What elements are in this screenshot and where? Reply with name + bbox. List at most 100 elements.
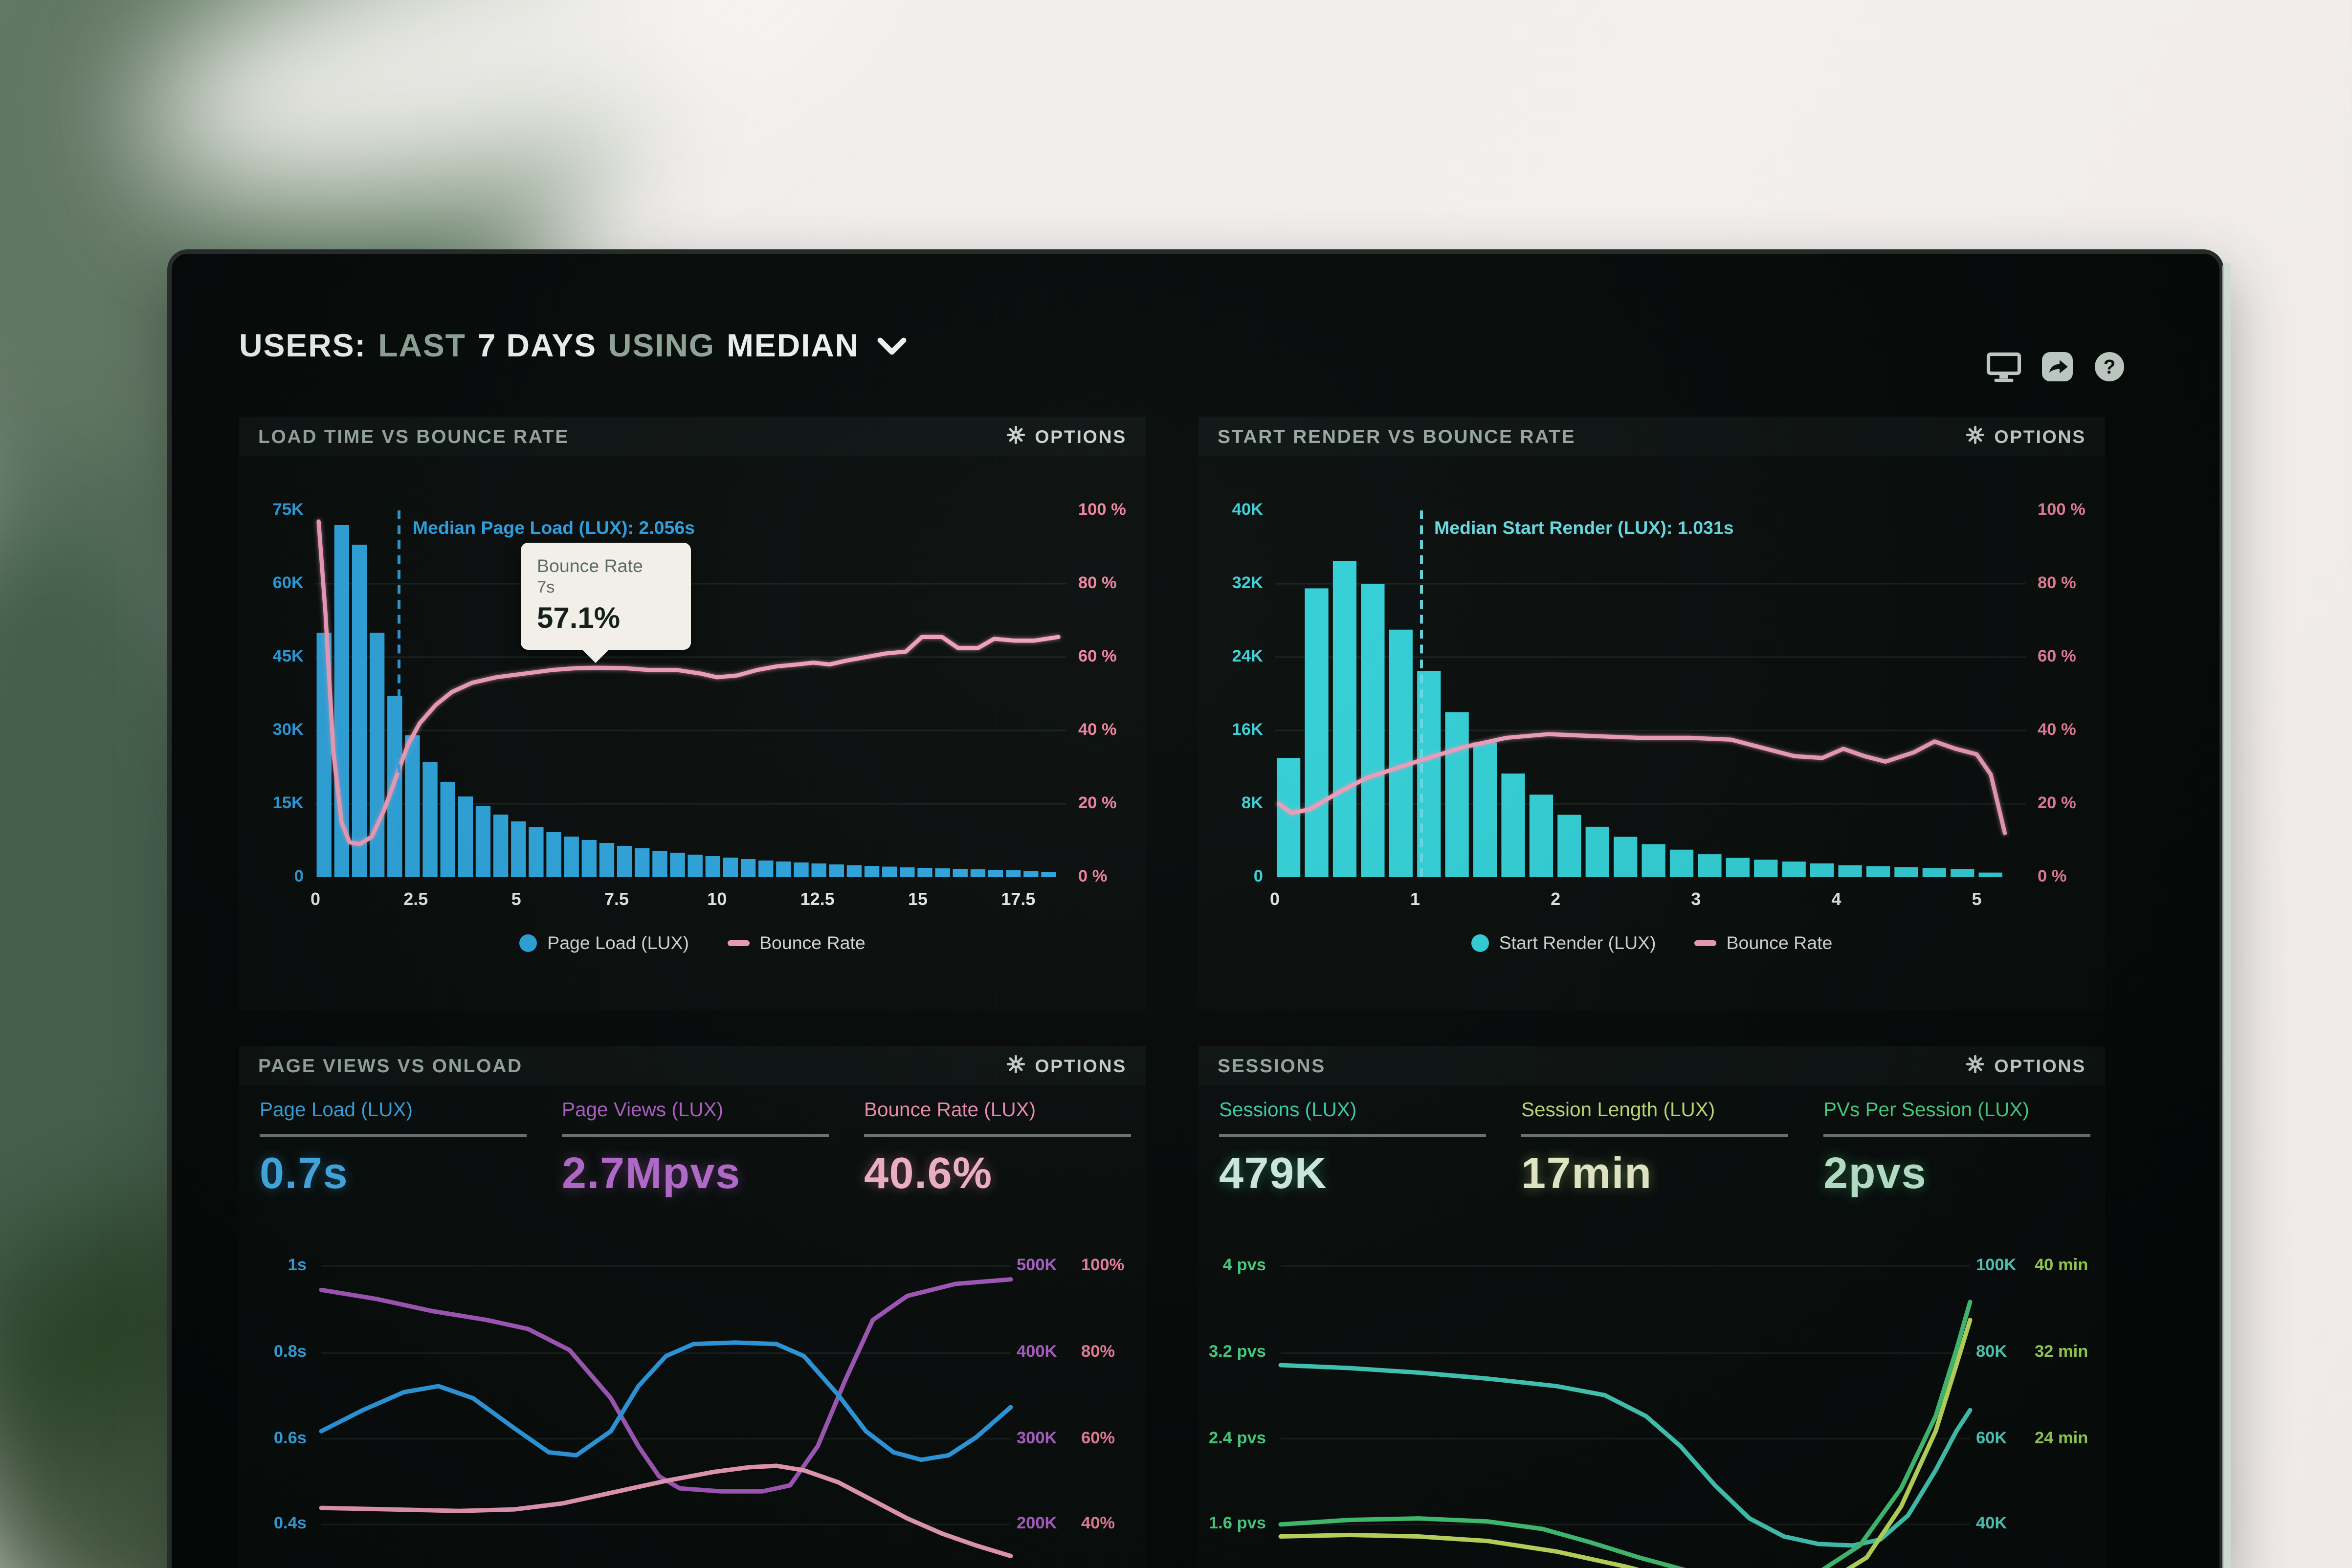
y-tick: 80K: [1976, 1344, 2007, 1362]
tooltip: Bounce Rate 7s 57.1%: [521, 543, 691, 663]
metric: Sessions (LUX) 479K: [1219, 1099, 1509, 1199]
options-button[interactable]: OPTIONS: [1966, 425, 2086, 448]
y-tick: 500K: [1017, 1257, 1057, 1275]
y-tick: 20 %: [1078, 795, 1117, 813]
chart-plot[interactable]: [321, 1266, 1011, 1567]
metric-label: Bounce Rate (LUX): [864, 1099, 1036, 1121]
metric-value: 40.6%: [864, 1149, 993, 1198]
legend-item: Bounce Rate: [727, 933, 865, 953]
options-button[interactable]: OPTIONS: [1007, 1054, 1127, 1078]
y-tick: 400K: [1017, 1344, 1057, 1362]
metric: Bounce Rate (LUX) 40.6%: [864, 1099, 1154, 1199]
y-tick: 40 %: [1078, 722, 1117, 739]
svg-text:?: ?: [2104, 355, 2116, 378]
x-tick: 3: [1691, 889, 1701, 909]
metric-row: Page Load (LUX) 0.7s Page Views (LUX) 2.7Mp…: [260, 1099, 1140, 1199]
metric-row: Sessions (LUX) 479K Session Length (LUX) 17…: [1219, 1099, 2099, 1199]
x-tick: 0: [1269, 889, 1280, 909]
legend-label: Bounce Rate: [759, 933, 865, 953]
y-tick: 32K: [1232, 575, 1263, 593]
x-axis: 0 1 2 3 4 5: [1270, 889, 2026, 912]
chart-plot[interactable]: Median Start Render (LUX): 1.031s: [1275, 510, 2026, 877]
metric-underline: [260, 1134, 527, 1136]
metric-label: Page Load (LUX): [260, 1099, 413, 1121]
tooltip-value: 57.1%: [537, 603, 621, 635]
median-marker: [1419, 510, 1422, 877]
metric-label: Sessions (LUX): [1219, 1099, 1357, 1121]
title-segment: 7 DAYS: [477, 327, 597, 364]
y-tick: 300K: [1017, 1430, 1057, 1448]
y-axis-right: 100K 80K 60K 40K 40 min 32 min 24 min: [1976, 1257, 2105, 1567]
y-tick: 3.2 pvs: [1209, 1344, 1266, 1362]
panel-title: START RENDER VS BOUNCE RATE: [1218, 425, 1576, 447]
options-button[interactable]: OPTIONS: [1007, 425, 1127, 448]
y-tick: 60%: [1081, 1430, 1115, 1448]
metric: Page Load (LUX) 0.7s: [260, 1099, 550, 1199]
median-label: Median Page Load (LUX): 2.056s: [412, 518, 695, 538]
y-tick: 0: [294, 868, 304, 886]
share-icon[interactable]: [2041, 351, 2074, 390]
chart-plot[interactable]: Median Page Load (LUX): 2.056s Bounce Ra…: [315, 510, 1066, 877]
metric-value: 0.7s: [260, 1149, 349, 1198]
y-tick: 20 %: [2038, 795, 2076, 813]
tooltip-x-value: 7s: [537, 579, 555, 597]
y-tick: 0: [1253, 868, 1263, 886]
legend-label: Page Load (LUX): [547, 933, 689, 953]
title-segment: LAST: [378, 327, 466, 364]
y-tick: 60K: [1976, 1430, 2007, 1448]
y-tick: 2.4 pvs: [1209, 1430, 1266, 1448]
metric-label: PVs Per Session (LUX): [1823, 1099, 2029, 1121]
metric-value: 479K: [1219, 1149, 1328, 1198]
y-tick: 100 %: [2038, 502, 2086, 519]
metric: Page Views (LUX) 2.7Mpvs: [562, 1099, 852, 1199]
y-tick: 24 min: [2035, 1430, 2088, 1448]
y-tick: 0.4s: [273, 1515, 307, 1533]
y-tick: 100 %: [1078, 502, 1126, 519]
page-title-dropdown[interactable]: USERS: LAST 7 DAYS USING MEDIAN: [239, 327, 906, 365]
legend-dot-swatch: [1471, 934, 1489, 952]
y-tick: 40K: [1232, 502, 1263, 519]
x-tick: 2: [1551, 889, 1561, 909]
y-tick: 0 %: [1078, 868, 1108, 886]
y-tick: 45K: [272, 648, 304, 666]
legend-item: Start Render (LUX): [1471, 933, 1656, 953]
y-axis-left: 4 pvs 3.2 pvs 2.4 pvs 1.6 pvs: [1198, 1257, 1269, 1567]
y-tick: 40 %: [2038, 722, 2076, 739]
x-tick: 2.5: [403, 889, 428, 909]
metric-value: 2pvs: [1823, 1149, 1927, 1198]
display-icon[interactable]: [1986, 351, 2021, 390]
metric-underline: [1219, 1134, 1487, 1136]
x-tick: 1: [1410, 889, 1420, 909]
gear-icon: [1007, 1054, 1026, 1078]
laptop-screen: USERS: LAST 7 DAYS USING MEDIAN ? LOAD TIME …: [167, 249, 2231, 1568]
metric-underline: [1521, 1134, 1789, 1136]
y-tick: 80%: [1081, 1344, 1115, 1362]
panel-page-views-vs-onload: PAGE VIEWS VS ONLOAD OPTIONS Page Load (…: [239, 1046, 1146, 1568]
legend-label: Start Render (LUX): [1499, 933, 1656, 953]
metric-underline: [1823, 1134, 2091, 1136]
gear-icon: [1966, 425, 1985, 448]
median-marker: [398, 510, 401, 877]
y-tick: 4 pvs: [1222, 1257, 1266, 1275]
y-axis-left: 75K 60K 45K 30K 15K 0: [239, 499, 304, 889]
metric: PVs Per Session (LUX) 2pvs: [1823, 1099, 2114, 1199]
y-tick: 16K: [1232, 722, 1263, 739]
y-tick: 15K: [272, 795, 304, 813]
y-tick: 30K: [272, 722, 304, 739]
x-tick: 10: [707, 889, 727, 909]
metric-underline: [864, 1134, 1132, 1136]
help-icon[interactable]: ?: [2093, 351, 2126, 390]
x-axis: 0 2.5 5 7.5 10 12.5 15 17.5: [311, 889, 1066, 912]
title-segment: USING: [608, 327, 715, 364]
panel-title: PAGE VIEWS VS ONLOAD: [258, 1055, 523, 1077]
chevron-down-icon: [877, 337, 906, 356]
chart-plot[interactable]: [1281, 1266, 1970, 1567]
legend-dash-swatch: [1694, 940, 1716, 946]
y-axis-left: 40K 32K 24K 16K 8K 0: [1198, 499, 1263, 889]
x-tick: 12.5: [800, 889, 835, 909]
legend-item: Page Load (LUX): [519, 933, 689, 953]
x-tick: 5: [511, 889, 521, 909]
metric-label: Session Length (LUX): [1521, 1099, 1715, 1121]
options-button[interactable]: OPTIONS: [1966, 1054, 2086, 1078]
y-tick: 60 %: [1078, 648, 1117, 666]
